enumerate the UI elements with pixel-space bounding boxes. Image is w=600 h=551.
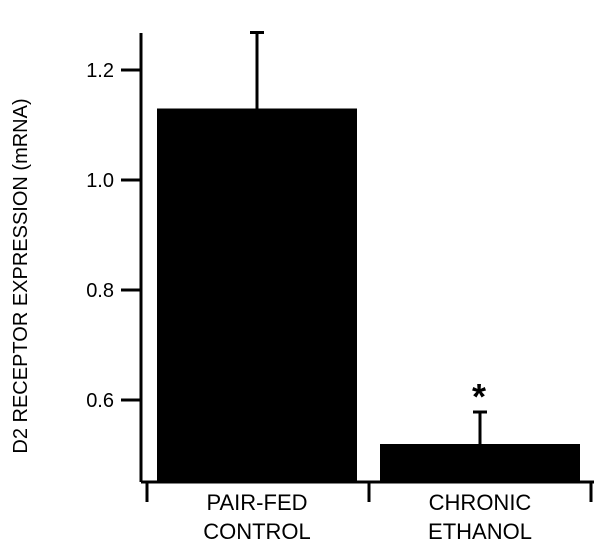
bars <box>157 108 580 481</box>
error-bars: * <box>250 31 487 444</box>
category-labels: PAIR-FED CONTROL CHRONIC ETHANOL <box>203 490 532 544</box>
y-tick-label: 0.6 <box>86 390 114 412</box>
category-label: PAIR-FED <box>206 490 307 515</box>
category-label: CHRONIC <box>429 490 532 515</box>
y-tick-label: 0.8 <box>86 280 114 302</box>
significance-marker: * <box>472 376 486 417</box>
x-axis <box>141 480 594 502</box>
category-label: CONTROL <box>203 519 311 544</box>
y-tick-label: 1.2 <box>86 60 114 82</box>
y-axis-label: D2 RECEPTOR EXPRESSION (mRNA) <box>10 98 32 453</box>
y-axis: 0.6 0.8 1.0 1.2 <box>86 33 143 482</box>
y-tick-label: 1.0 <box>86 170 114 192</box>
bar <box>157 108 357 481</box>
bar <box>380 444 580 481</box>
category-label: ETHANOL <box>428 519 532 544</box>
